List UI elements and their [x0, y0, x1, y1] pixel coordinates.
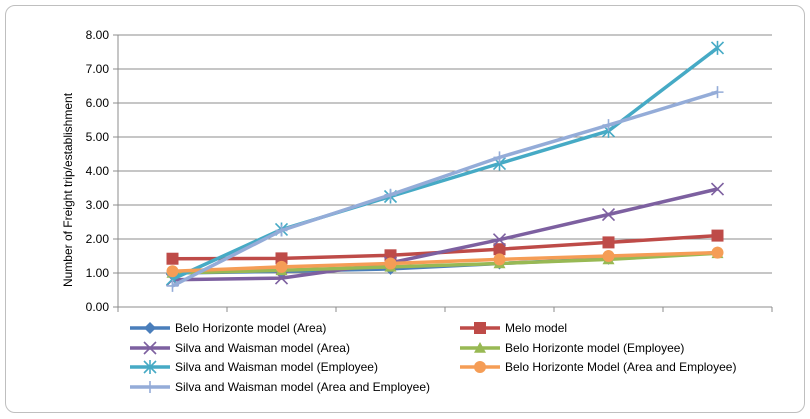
legend-label: Belo Horizonte Model (Area and Employee)	[505, 360, 736, 374]
legend-item: Silva and Waisman model (Employee)	[130, 360, 378, 374]
data-point	[166, 279, 179, 292]
y-tick-label: 7.00	[86, 62, 110, 76]
legend-label: Belo Horizonte model (Employee)	[505, 341, 684, 355]
legend-swatch-marker	[143, 341, 157, 355]
legend-item: Belo Horizonte Model (Area and Employee)	[460, 360, 736, 374]
data-point	[492, 233, 507, 247]
legend-label: Melo model	[505, 321, 567, 335]
series-lines	[165, 40, 725, 292]
data-point	[275, 224, 288, 237]
data-point	[493, 253, 506, 266]
y-tick-labels: 0.00 1.00 2.00 3.00 4.00 5.00 6.00 7.00 8.00	[86, 28, 110, 314]
legend-swatch-marker	[144, 381, 156, 393]
y-tick-label: 0.00	[86, 300, 110, 314]
data-point	[493, 151, 506, 164]
legend-swatch-marker	[143, 360, 157, 374]
legend-item: Belo Horizonte model (Employee)	[460, 341, 684, 355]
data-point	[711, 229, 724, 242]
legend-label: Silva and Waisman model (Employee)	[175, 360, 378, 374]
data-point	[602, 236, 615, 249]
legend-swatch-marker	[474, 322, 486, 334]
y-tick-label: 3.00	[86, 198, 110, 212]
y-tick-label: 4.00	[86, 164, 110, 178]
y-tick-label: 2.00	[86, 232, 110, 246]
legend-item: Silva and Waisman model (Area)	[130, 341, 350, 355]
series-5	[165, 40, 725, 287]
y-tick-label: 1.00	[86, 266, 110, 280]
legend: Belo Horizonte model (Area) Melo model Sil…	[130, 321, 736, 394]
y-tick-label: 5.00	[86, 130, 110, 144]
series-7	[166, 86, 724, 292]
data-point	[493, 243, 506, 256]
legend-item: Silva and Waisman model (Area and Employ…	[130, 380, 430, 394]
legend-swatch-marker	[144, 322, 156, 334]
data-point	[384, 188, 397, 201]
chart-frame	[5, 5, 805, 413]
legend-label: Silva and Waisman model (Area and Employ…	[175, 380, 430, 394]
legend-swatch-marker	[474, 342, 486, 353]
legend-item: Melo model	[460, 321, 567, 335]
data-point	[275, 252, 288, 265]
data-point	[711, 86, 724, 99]
legend-label: Silva and Waisman model (Area)	[175, 341, 350, 355]
series-line	[171, 90, 719, 288]
data-point	[166, 265, 179, 278]
series-3	[165, 182, 725, 287]
legend-swatch-marker	[474, 361, 486, 373]
data-point	[710, 182, 725, 196]
legend-item: Belo Horizonte model (Area)	[130, 321, 326, 335]
data-point	[602, 119, 615, 132]
series-line	[171, 46, 719, 281]
y-tick-label: 8.00	[86, 28, 110, 42]
data-point	[601, 207, 616, 222]
series-line	[172, 251, 718, 275]
data-point	[166, 252, 179, 265]
data-point	[602, 250, 615, 262]
series-6	[166, 246, 724, 278]
y-axis-label: Number of Freight trip/establishment	[61, 92, 75, 287]
data-point	[275, 260, 288, 273]
data-point	[711, 246, 724, 259]
data-point	[710, 40, 725, 55]
legend-label: Belo Horizonte model (Area)	[175, 321, 326, 335]
series-line	[172, 187, 718, 282]
series-line	[172, 250, 718, 274]
data-point	[384, 257, 397, 270]
axes	[117, 35, 773, 312]
y-tick-label: 6.00	[86, 96, 110, 110]
